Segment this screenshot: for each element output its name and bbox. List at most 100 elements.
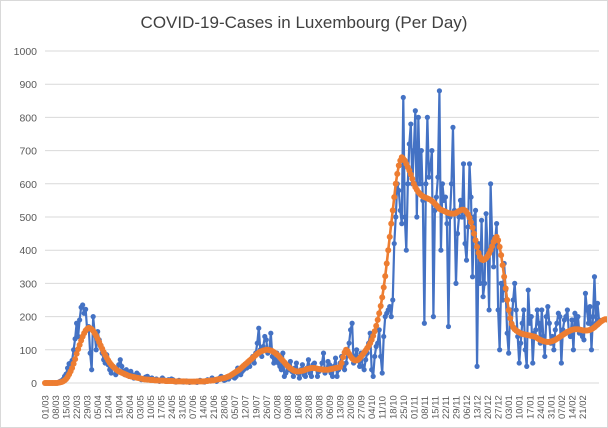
x-tick-label: 20/09 (346, 395, 357, 419)
series-1 (42, 88, 602, 386)
data-point (584, 307, 590, 313)
x-tick-label: 17/05 (156, 395, 167, 419)
data-point (436, 88, 443, 94)
data-point (525, 287, 531, 293)
data-point (465, 224, 471, 230)
data-point (530, 360, 536, 366)
data-point (385, 247, 392, 254)
y-tick-label: 800 (19, 112, 37, 124)
data-point (272, 357, 278, 363)
data-point (454, 231, 461, 237)
data-point (528, 314, 534, 320)
data-point (463, 257, 470, 263)
data-point (363, 357, 369, 363)
data-point (468, 194, 474, 200)
x-tick-label: 03/01 (504, 395, 515, 419)
data-point (457, 197, 464, 203)
data-point (430, 314, 436, 320)
data-point (75, 333, 81, 340)
y-tick-label: 200 (19, 312, 37, 324)
data-point (406, 141, 412, 147)
data-point (474, 363, 480, 369)
data-point (263, 337, 269, 343)
data-point (469, 224, 476, 231)
data-point (93, 347, 99, 353)
data-point (536, 320, 542, 326)
data-point (460, 161, 467, 167)
data-point (478, 217, 485, 223)
data-point (427, 164, 433, 170)
data-point (505, 306, 512, 313)
data-point (569, 317, 575, 323)
data-point (429, 148, 435, 154)
data-point (450, 124, 456, 130)
data-point (390, 297, 396, 303)
data-point (117, 357, 123, 363)
x-tick-label: 15/03 (62, 395, 73, 419)
data-point (438, 247, 444, 253)
data-point (557, 314, 563, 320)
data-point (575, 314, 581, 320)
data-point (539, 307, 545, 313)
y-tick-label: 400 (19, 245, 37, 257)
data-point (500, 297, 506, 303)
data-point (369, 367, 375, 373)
x-tick-label: 02/08 (272, 395, 283, 419)
data-point (433, 194, 440, 200)
data-point (554, 320, 560, 326)
data-point (468, 219, 475, 226)
data-point (400, 94, 406, 101)
x-tick-label: 27/12 (494, 395, 505, 419)
data-point (394, 170, 401, 177)
data-point (305, 357, 312, 363)
x-tick-label: 21/02 (578, 395, 589, 419)
x-tick-label: 17/01 (525, 395, 536, 419)
x-tick-label: 26/07 (262, 395, 273, 419)
x-tick-label: 13/09 (336, 395, 347, 419)
data-point (474, 243, 481, 250)
data-point (471, 214, 477, 220)
y-tick-label: 900 (19, 79, 37, 91)
data-point (346, 340, 352, 346)
data-point (378, 353, 384, 360)
x-tick-label: 14/06 (199, 395, 210, 419)
data-point (587, 304, 593, 310)
data-point (389, 207, 396, 214)
data-point (402, 214, 408, 220)
data-point (448, 181, 455, 187)
data-point (377, 302, 384, 309)
y-tick-label: 700 (19, 146, 37, 158)
x-tick-label: 31/05 (177, 395, 188, 419)
data-point (504, 297, 511, 303)
data-point (399, 221, 405, 227)
series-line (45, 89, 601, 385)
data-point (507, 315, 514, 322)
x-tick-label: 16/08 (293, 395, 304, 419)
data-point (497, 347, 503, 353)
data-point (477, 280, 483, 286)
data-point (572, 310, 578, 316)
x-tick-label: 21/06 (209, 395, 220, 419)
data-point (521, 307, 527, 313)
data-point (469, 274, 476, 280)
data-point (506, 350, 512, 356)
data-point (71, 347, 77, 353)
data-point (379, 294, 386, 301)
data-point (90, 314, 96, 320)
data-point (343, 360, 349, 366)
x-tick-label: 19/04 (114, 395, 125, 419)
data-point (501, 273, 508, 280)
x-tick-label: 25/10 (399, 395, 410, 419)
y-tick-label: 300 (19, 278, 37, 290)
y-tick-label: 100 (19, 345, 37, 357)
data-point (320, 350, 327, 356)
data-point (582, 290, 589, 296)
data-point (524, 363, 530, 369)
data-point (409, 175, 416, 182)
data-point (387, 304, 393, 310)
data-point (311, 360, 318, 366)
x-axis-ticks: 01/03 08/03 15/03 22/03 29/03 05/04 12/04 19/04… (41, 395, 589, 419)
x-tick-label: 04/10 (367, 395, 378, 419)
x-tick-label: 11/10 (378, 396, 389, 419)
data-point (459, 214, 465, 220)
